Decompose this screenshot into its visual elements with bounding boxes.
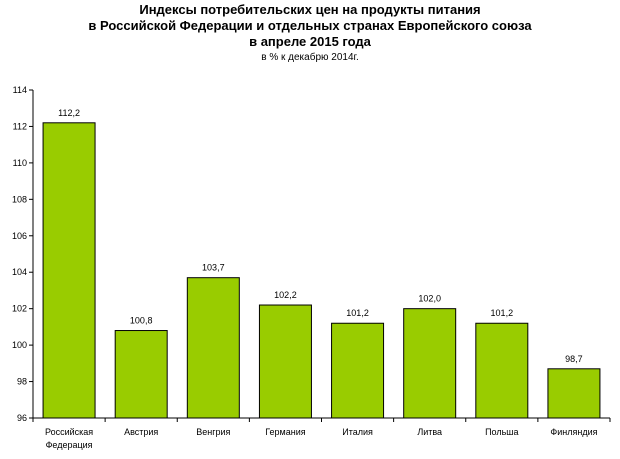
bar <box>258 304 312 419</box>
chart-subtitle: в % к декабрю 2014г. <box>261 52 359 63</box>
category-label: Венгрия <box>196 427 230 437</box>
y-tick-label: 106 <box>12 231 27 241</box>
category-label: Литва <box>417 427 442 437</box>
chart-title-block: Индексы потребительских цен на продукты … <box>0 2 620 64</box>
y-tick-label: 100 <box>12 340 27 350</box>
category-label: Италия <box>342 427 373 437</box>
bar <box>42 122 96 419</box>
chart-title-line-1: Индексы потребительских цен на продукты … <box>139 2 481 17</box>
bar-value-label: 101,2 <box>346 308 369 318</box>
bar-value-label: 102,2 <box>274 290 297 300</box>
y-tick-label: 102 <box>12 304 27 314</box>
y-tick-label: 98 <box>17 377 27 387</box>
category-label: Германия <box>265 427 305 437</box>
y-tick-label: 114 <box>13 85 27 95</box>
category-label: Российская <box>45 427 93 437</box>
y-tick-label: 110 <box>13 158 27 168</box>
bar <box>331 322 385 419</box>
category-label: Австрия <box>124 427 158 437</box>
y-tick-label: 108 <box>12 194 27 204</box>
bar-value-label: 112,2 <box>58 108 80 118</box>
bar-value-label: 103,7 <box>202 263 225 273</box>
bar <box>114 330 168 419</box>
category-label: Федерация <box>46 440 93 450</box>
bar <box>186 277 240 419</box>
bar <box>403 308 457 419</box>
y-tick-label: 112 <box>13 121 27 131</box>
category-label: Польша <box>485 427 518 437</box>
y-tick-label: 104 <box>12 267 27 277</box>
y-tick-label: 96 <box>17 413 27 423</box>
bar <box>547 368 601 419</box>
category-label: Финляндия <box>550 427 597 437</box>
chart-title-line-3: в апреле 2015 года <box>249 34 371 49</box>
bar-value-label: 101,2 <box>491 308 514 318</box>
bar-value-label: 102,0 <box>418 294 441 304</box>
chart-title-line-2: в Российской Федерации и отдельных стран… <box>88 18 532 33</box>
bar-value-label: 98,7 <box>565 354 583 364</box>
bar <box>475 322 529 419</box>
bar-value-label: 100,8 <box>130 316 153 326</box>
